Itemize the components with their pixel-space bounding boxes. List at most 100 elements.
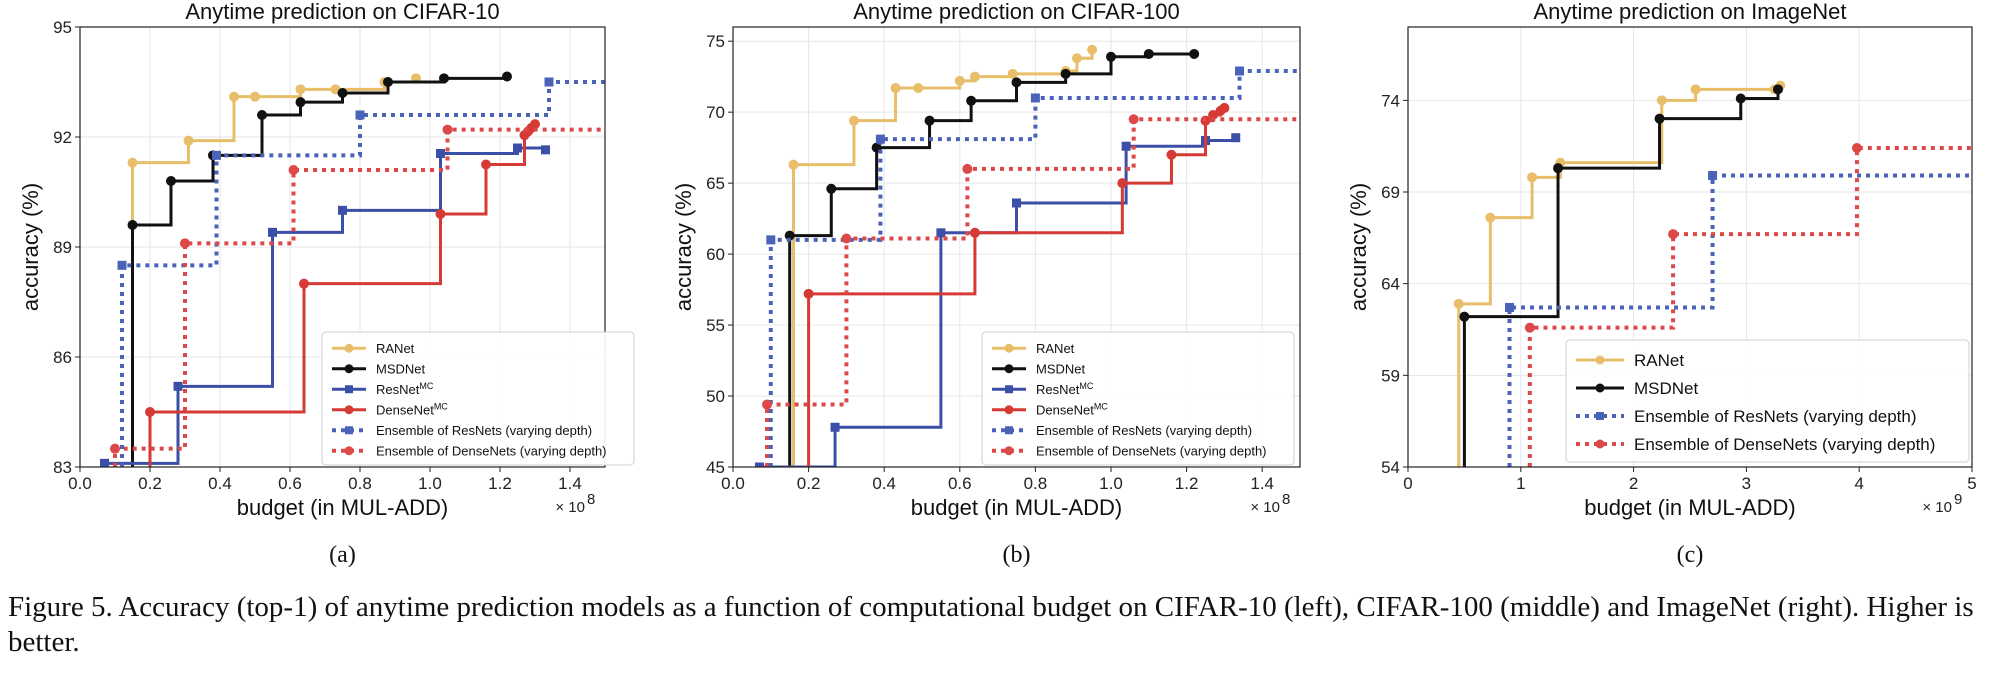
x-tick-label: 0.2 [797,474,821,493]
legend-label-superscript: MC [1079,381,1093,391]
legend-marker-densenet [344,405,354,415]
chart-panel-cifar100: 0.0 0.2 0.4 0.6 0.8 1.0 1.2 1.4 45 50 55 60 65 70 75 × … [671,0,1301,568]
data-point-ranet [969,71,980,82]
series-ens_densenet [110,124,605,467]
x-tick-label: 1.0 [418,474,442,493]
data-point-msdnet [1459,311,1470,322]
data-point-densenet [481,159,491,170]
data-point-ens_resnet [1235,66,1245,76]
data-point-ens_densenet [1851,143,1862,153]
data-point-ranet [848,115,859,126]
x-axis-multiplier: × 10 [555,499,585,516]
series-densenet [803,102,1230,467]
data-point-msdnet [337,88,348,98]
data-point-msdnet [1654,113,1665,124]
legend-marker-ens_densenet [1004,446,1014,456]
subfigure-label: (c) [1677,542,1704,568]
legend-label-ens_resnet: Ensemble of ResNets (varying depth) [376,423,592,438]
data-point-ens_densenet [288,165,299,175]
chart-title: Anytime prediction on ImageNet [1533,0,1846,24]
data-point-resnet [1231,133,1241,143]
data-point-msdnet [826,183,837,194]
series-msdnet [784,48,1200,467]
data-point-ranet [229,91,239,102]
legend-marker-ranet [1595,355,1605,365]
y-tick-label: 95 [53,18,72,37]
data-point-resnet [830,422,840,432]
data-point-ens_resnet [1030,93,1040,103]
plot-area [1453,80,1972,467]
chart-title: Anytime prediction on CIFAR-10 [185,0,499,24]
data-point-ens_resnet [212,150,221,160]
data-point-densenet [1117,178,1128,189]
data-point-msdnet [127,220,138,230]
legend-marker-ens_resnet [1005,426,1013,435]
x-axis-label: budget (in MUL-ADD) [911,495,1123,520]
x-tick-label: 4 [1854,474,1863,493]
x-tick-label: 0.4 [208,474,232,493]
data-point-resnet [1012,198,1021,208]
figure-caption: Figure 5. Accuracy (top-1) of anytime pr… [8,591,1974,658]
legend-label-ens_densenet: Ensemble of DenseNets (varying depth) [376,443,607,458]
x-tick-label: 0.0 [68,474,92,493]
data-point-ranet [1087,44,1098,55]
series-line-ens_resnet [120,80,605,467]
plot-frame [1407,26,1973,468]
y-tick-label: 69 [1381,183,1400,202]
legend-box [321,331,635,466]
data-point-resnet [1121,141,1131,151]
legend: RANet MSDNet Ensemble of ResNets (varying … [1565,339,1970,463]
data-point-resnet [100,458,109,467]
legend-marker-msdnet [1595,383,1605,393]
y-tick-label: 55 [706,316,725,335]
series-ens_resnet [1505,171,1972,467]
legend-label-ranet: RANet [1634,351,1684,370]
data-point-densenet [1208,110,1219,120]
subfigure-label: (b) [1003,542,1031,568]
y-tick-label: 64 [1381,275,1400,294]
x-tick-label: 0.6 [278,474,302,493]
chart-title: Anytime prediction on CIFAR-100 [853,0,1180,24]
data-point-msdnet [257,110,267,120]
x-tick-label: 0 [1403,474,1412,493]
data-point-ens_resnet [1708,171,1718,180]
data-point-densenet [1219,102,1230,113]
data-point-msdnet [295,97,306,108]
data-point-ranet [295,84,306,95]
x-axis-multiplier: × 10 [1922,499,1952,516]
data-point-ranet [1007,68,1018,79]
legend-label-ens_resnet: Ensemble of ResNets (varying depth) [1036,423,1252,438]
y-tick-label: 89 [53,238,72,257]
data-point-resnet [436,149,445,158]
x-tick-label: 1.2 [1175,474,1199,493]
series-msdnet [1459,84,1783,467]
data-point-ranet [250,91,260,102]
series-ranet [788,44,1098,467]
x-axis-multiplier: × 10 [1250,499,1280,516]
legend-label-superscript: MC [419,381,433,391]
legend-label-densenet: DenseNetMC [1036,401,1108,417]
legend-marker-msdnet [1004,364,1014,374]
y-tick-label: 83 [53,458,72,477]
data-point-ens_resnet [544,77,554,87]
data-point-msdnet [1772,84,1783,95]
data-point-resnet [513,143,522,153]
data-point-ens_densenet [442,124,453,135]
data-point-resnet [338,205,347,215]
subfigure-label: (a) [329,542,356,568]
series-ens_densenet [1524,143,1972,467]
x-tick-label: 0.8 [1024,474,1048,493]
data-point-msdnet [383,77,393,87]
y-tick-label: 74 [1381,91,1400,110]
data-point-ens_resnet [117,260,127,270]
data-point-ens_resnet [1505,303,1515,312]
series-ens_resnet [117,77,605,467]
x-axis-exponent: 8 [587,491,595,508]
data-point-densenet [299,278,309,289]
data-point-msdnet [502,71,512,82]
data-point-ens_densenet [110,443,120,454]
data-point-ranet [913,83,924,94]
